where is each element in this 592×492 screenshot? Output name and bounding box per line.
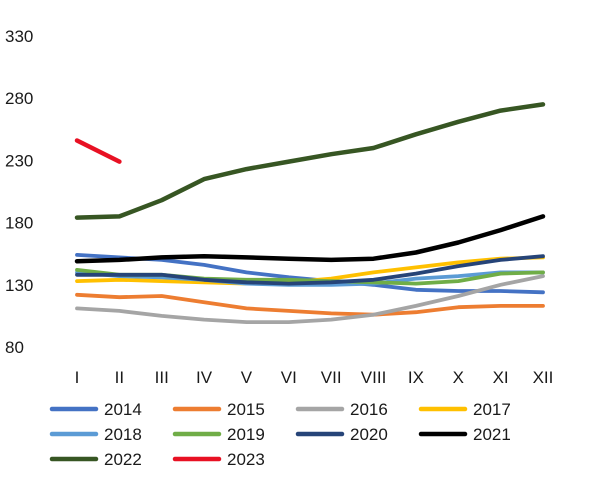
series-line-2023 (74, 138, 122, 164)
legend-label: 2021 (473, 425, 511, 444)
series-line-2020 (75, 254, 545, 286)
x-tick-label: II (115, 368, 124, 387)
y-tick-label: 280 (5, 89, 33, 108)
legend-item-2022: 2022 (49, 450, 142, 469)
x-tick-label: XII (533, 368, 554, 387)
x-tick-label: VII (321, 368, 342, 387)
legend-label: 2023 (227, 450, 265, 469)
y-tick-label: 80 (5, 338, 24, 357)
series-line-2021 (74, 214, 546, 264)
x-tick-label: XI (493, 368, 509, 387)
legend-item-2019: 2019 (172, 425, 265, 444)
legend-item-2017: 2017 (418, 400, 511, 419)
x-tick-label: I (75, 368, 80, 387)
x-tick-label: VI (281, 368, 297, 387)
legend-label: 2016 (350, 400, 388, 419)
x-axis-tick-labels: I II III IV V VI VII VIII IX X XI XII (75, 368, 554, 387)
x-tick-label: VIII (361, 368, 387, 387)
x-tick-label: X (453, 368, 464, 387)
series-line-2016 (75, 274, 545, 324)
y-tick-label: 130 (5, 276, 33, 295)
x-tick-label: IX (408, 368, 424, 387)
y-tick-label: 180 (5, 214, 33, 233)
series-line-2022 (74, 102, 546, 220)
legend-label: 2020 (350, 425, 388, 444)
y-tick-label: 230 (5, 151, 33, 170)
x-tick-label: V (241, 368, 253, 387)
x-tick-label: IV (196, 368, 213, 387)
legend-item-2023: 2023 (172, 450, 265, 469)
legend: 2014 2015 2016 2017 2018 2019 2020 2021 2022 2023 (49, 400, 511, 469)
legend-item-2016: 2016 (295, 400, 388, 419)
legend-label: 2015 (227, 400, 265, 419)
legend-label: 2019 (227, 425, 265, 444)
y-axis-tick-labels: 80 130 180 230 280 330 (5, 27, 33, 357)
legend-item-2015: 2015 (172, 400, 265, 419)
x-tick-label: III (155, 368, 169, 387)
legend-item-2020: 2020 (295, 425, 388, 444)
legend-item-2021: 2021 (418, 425, 511, 444)
legend-label: 2018 (104, 425, 142, 444)
series-line-2015 (75, 292, 545, 317)
legend-label: 2017 (473, 400, 511, 419)
legend-item-2014: 2014 (49, 400, 142, 419)
legend-item-2018: 2018 (49, 425, 142, 444)
series-lines (74, 102, 546, 324)
legend-label: 2014 (104, 400, 142, 419)
legend-label: 2022 (104, 450, 142, 469)
y-tick-label: 330 (5, 27, 33, 46)
